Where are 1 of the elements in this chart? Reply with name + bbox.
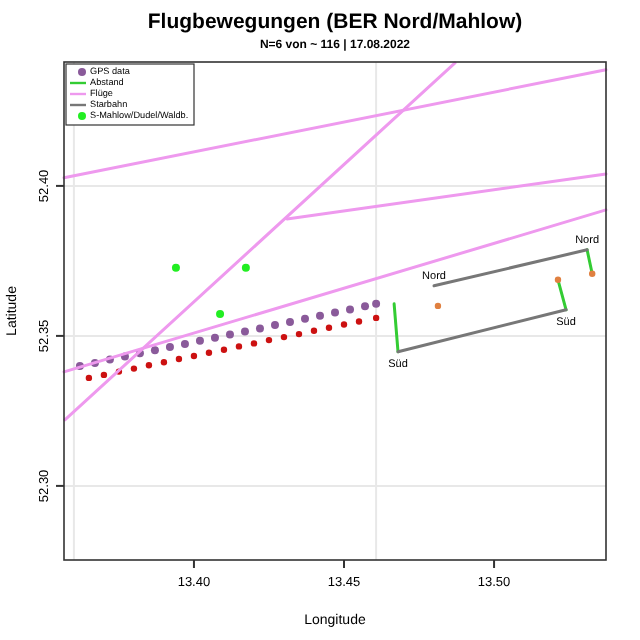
chart-title: Flugbewegungen (BER Nord/Mahlow)	[147, 10, 523, 34]
